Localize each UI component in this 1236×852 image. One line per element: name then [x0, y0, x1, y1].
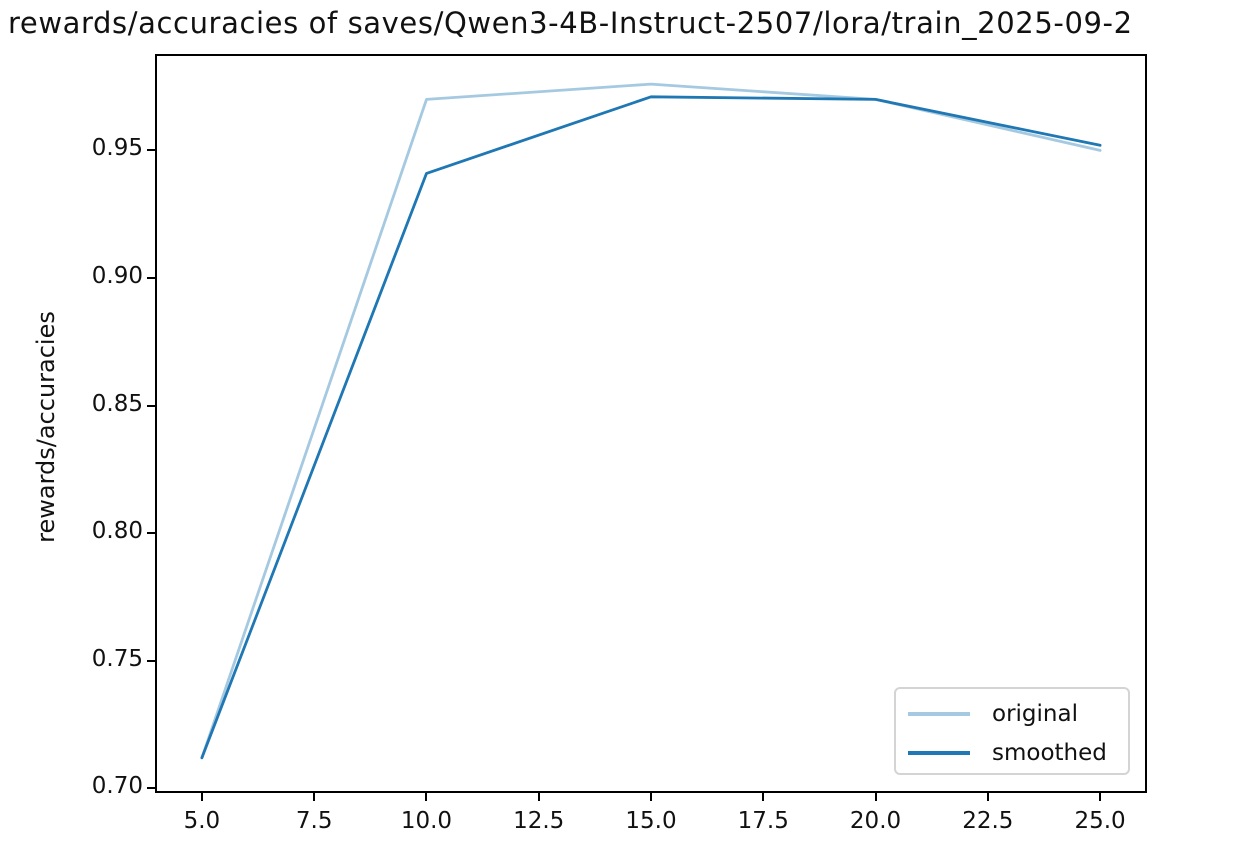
x-tick-mark	[200, 793, 203, 801]
chart-title: rewards/accuracies of saves/Qwen3-4B-Ins…	[8, 6, 1133, 40]
x-tick-label: 22.5	[962, 808, 1014, 834]
y-tick-mark	[147, 404, 155, 407]
plot-area	[155, 54, 1147, 793]
y-tick-label: 0.95	[91, 135, 143, 162]
x-tick-mark	[537, 793, 540, 801]
x-tick-mark	[986, 793, 989, 801]
y-tick-label: 0.90	[91, 263, 143, 290]
x-tick-mark	[1099, 793, 1102, 801]
x-tick-label: 7.5	[295, 808, 333, 834]
y-tick-mark	[147, 149, 155, 152]
x-tick-label: 20.0	[849, 808, 902, 834]
y-tick-label: 0.80	[91, 518, 143, 545]
x-tick-mark	[874, 793, 877, 801]
legend-line-sample-smoothed	[908, 750, 970, 755]
y-axis-label: rewards/accuracies	[32, 311, 60, 543]
x-tick-mark	[313, 793, 316, 801]
x-tick-mark	[650, 793, 652, 801]
x-tick-label: 25.0	[1074, 808, 1126, 834]
legend: original smoothed	[894, 687, 1130, 775]
x-tick-label: 12.5	[513, 808, 565, 834]
x-tick-label: 10.0	[400, 808, 453, 834]
legend-line-sample-original	[908, 711, 970, 716]
y-tick-label: 0.75	[91, 645, 143, 672]
y-tick-mark	[147, 532, 155, 535]
y-tick-mark	[147, 277, 155, 280]
y-tick-label: 0.70	[91, 773, 143, 800]
x-tick-label: 17.5	[737, 808, 789, 834]
y-tick-mark	[147, 787, 155, 790]
line-series-smoothed	[200, 95, 1102, 760]
line-series-original	[200, 82, 1102, 760]
legend-item-original: original	[896, 694, 1128, 733]
y-tick-mark	[147, 659, 155, 662]
y-tick-label: 0.85	[91, 390, 143, 417]
legend-label-original: original	[992, 700, 1078, 727]
x-tick-mark	[425, 793, 428, 801]
x-tick-label: 15.0	[625, 808, 677, 834]
x-tick-label: 5.0	[183, 808, 221, 834]
plot-lines	[200, 82, 1102, 760]
x-tick-mark	[762, 793, 765, 801]
legend-item-smoothed: smoothed	[896, 733, 1128, 772]
legend-label-smoothed: smoothed	[992, 739, 1107, 766]
